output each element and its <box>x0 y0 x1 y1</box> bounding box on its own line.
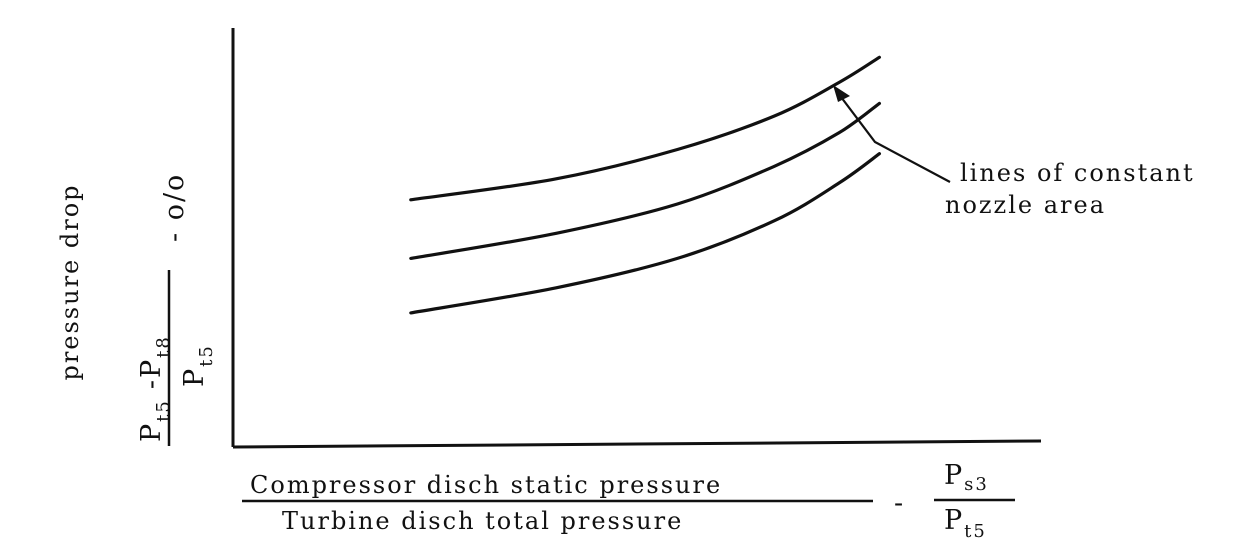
series-line-2 <box>409 101 881 260</box>
y-axis-formula: Pt5-Pt8 Pt5 - o/o <box>136 173 217 446</box>
y-formula-num-b: P <box>136 358 167 378</box>
series-line-3 <box>409 152 881 315</box>
annotation-arrowhead <box>833 85 850 102</box>
x-axis-symbol-den-sub: t5 <box>964 521 987 542</box>
y-formula-num-b-sub: t8 <box>153 335 174 358</box>
y-formula-minus: - <box>136 378 167 389</box>
series-layer <box>409 55 881 315</box>
x-axis-symbol-num-sub: s3 <box>964 474 989 495</box>
x-axis-symbol-den: P <box>944 505 964 536</box>
annotation-leader <box>837 92 951 183</box>
y-formula-unit: - o/o <box>159 173 190 242</box>
x-axis-symbol-denominator: Pt5 <box>944 505 987 542</box>
series-line-1 <box>409 55 881 202</box>
x-axis-label-group: Compressor disch static pressure Turbine… <box>242 460 1015 542</box>
y-formula-denominator: Pt5 <box>179 344 217 387</box>
x-axis-label-numerator: Compressor disch static pressure <box>250 471 722 499</box>
y-axis-label: pressure drop <box>56 183 84 380</box>
x-axis-dash: - <box>894 488 905 519</box>
x-axis-symbol-numerator: Ps3 <box>944 460 989 495</box>
y-formula-den: P <box>179 367 210 387</box>
annotation: lines of constant nozzle area <box>833 85 1195 219</box>
y-formula-num-a: P <box>136 422 167 442</box>
y-formula-den-sub: t5 <box>196 344 217 367</box>
x-axis-symbol-num: P <box>944 460 964 491</box>
annotation-line1: lines of constant <box>960 159 1195 187</box>
y-formula-num-a-sub: t5 <box>153 399 174 422</box>
x-axis <box>232 439 1042 449</box>
annotation-line2: nozzle area <box>945 191 1106 219</box>
y-axis-label-group: pressure drop <box>56 183 84 380</box>
x-axis-label-denominator: Turbine disch total pressure <box>282 507 683 535</box>
